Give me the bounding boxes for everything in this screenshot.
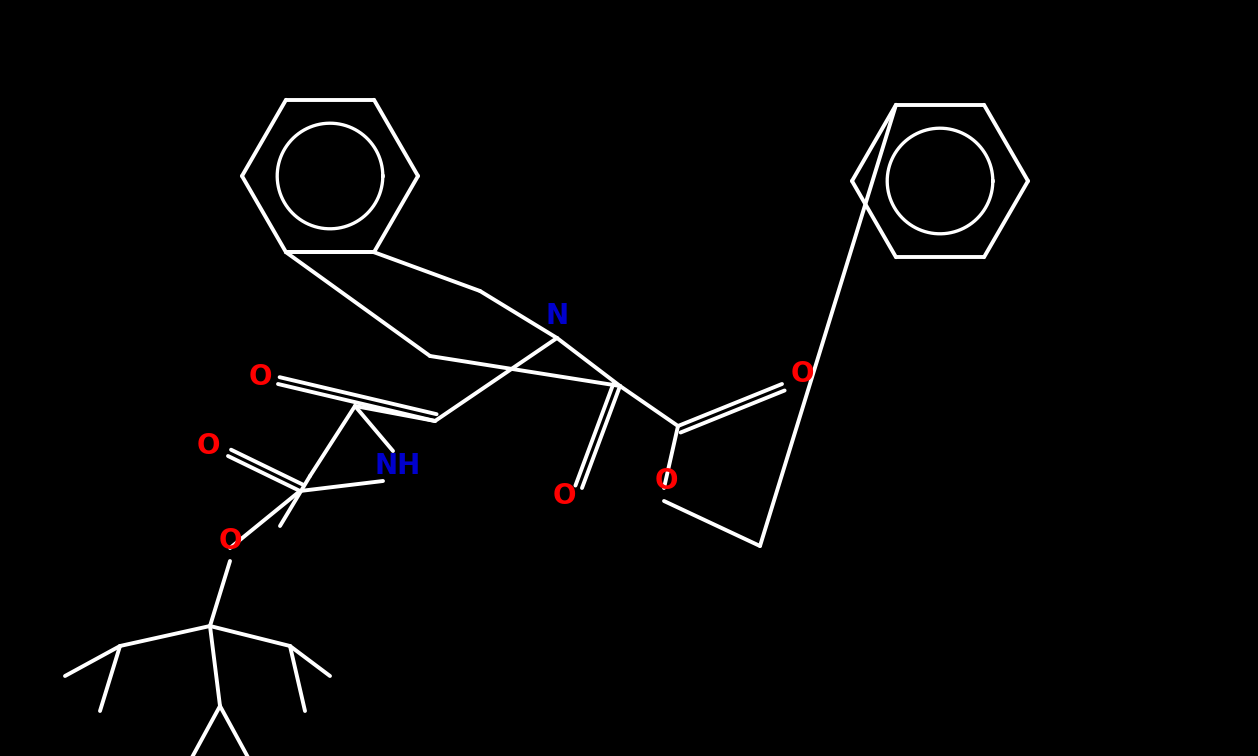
Text: O: O (790, 360, 814, 388)
Text: O: O (552, 482, 576, 510)
Text: NH: NH (375, 452, 421, 480)
Text: O: O (654, 467, 678, 495)
Text: N: N (546, 302, 569, 330)
Text: O: O (248, 363, 272, 391)
Text: O: O (218, 527, 242, 555)
Text: O: O (196, 432, 220, 460)
